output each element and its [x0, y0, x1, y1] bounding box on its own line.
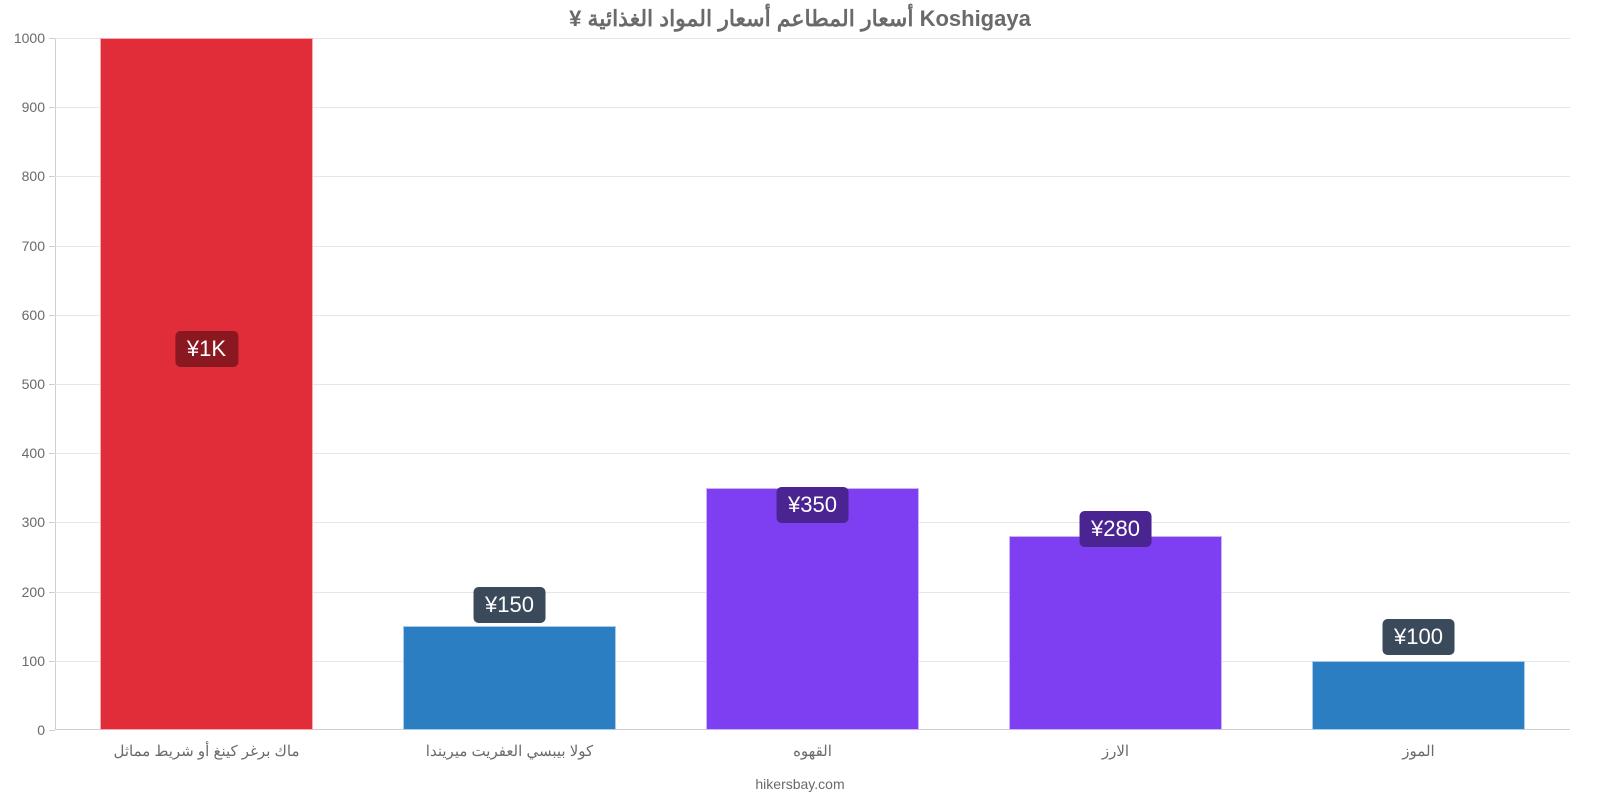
bar [100, 38, 312, 730]
y-tick-label: 600 [22, 307, 55, 323]
y-tick-label: 1000 [14, 30, 55, 46]
x-tick-label: الموز [1402, 730, 1434, 760]
chart-container: ¥ أسعار المطاعم أسعار المواد الغذائية Ko… [0, 0, 1600, 800]
y-tick-label: 900 [22, 99, 55, 115]
y-tick-label: 400 [22, 445, 55, 461]
chart-title: ¥ أسعار المطاعم أسعار المواد الغذائية Ko… [0, 6, 1600, 32]
bar [706, 488, 918, 730]
bar-value-label: ¥280 [1079, 511, 1152, 547]
y-tick-label: 300 [22, 514, 55, 530]
bar-value-label: ¥150 [473, 587, 546, 623]
bar-value-label: ¥1K [175, 331, 238, 367]
plot-area: 01002003004005006007008009001000¥1Kماك ب… [55, 38, 1570, 730]
y-tick-label: 200 [22, 584, 55, 600]
attribution: hikersbay.com [0, 776, 1600, 792]
bar [1312, 661, 1524, 730]
x-tick-label: القهوه [793, 730, 832, 760]
y-tick-label: 100 [22, 653, 55, 669]
y-tick-label: 0 [37, 722, 55, 738]
y-tick-label: 700 [22, 238, 55, 254]
bar-value-label: ¥350 [776, 487, 849, 523]
bar [1009, 536, 1221, 730]
y-tick-label: 800 [22, 168, 55, 184]
x-tick-label: الارز [1102, 730, 1129, 760]
y-tick-label: 500 [22, 376, 55, 392]
x-tick-label: كولا بيبسي العفريت ميريندا [426, 730, 593, 760]
x-tick-label: ماك برغر كينغ أو شريط مماثل [113, 730, 299, 760]
bar-value-label: ¥100 [1382, 619, 1455, 655]
bar [403, 626, 615, 730]
